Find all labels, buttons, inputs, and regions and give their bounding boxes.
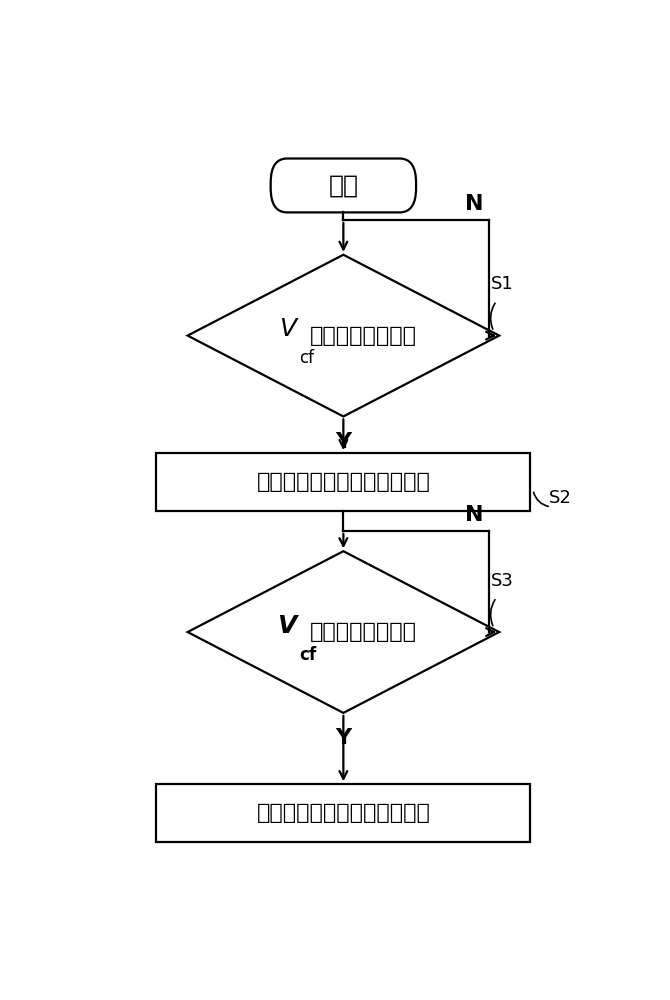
Text: S3: S3 (491, 572, 515, 590)
Polygon shape (188, 551, 499, 713)
Text: V: V (279, 317, 297, 341)
Text: V: V (277, 614, 297, 638)
Text: 开始: 开始 (328, 173, 358, 197)
FancyBboxPatch shape (271, 158, 416, 212)
Polygon shape (188, 255, 499, 416)
Text: 是否小于第一阈值: 是否小于第一阈值 (310, 326, 417, 346)
Text: 关闭固定变比的降压电路工作: 关闭固定变比的降压电路工作 (257, 803, 430, 823)
Text: cf: cf (299, 646, 316, 664)
Text: Y: Y (335, 432, 352, 452)
Text: N: N (465, 194, 484, 214)
Text: 是否大于第二阈值: 是否大于第二阈值 (310, 622, 417, 642)
Text: Y: Y (335, 728, 352, 748)
Text: 启动固定变比的降压电路工作: 启动固定变比的降压电路工作 (257, 472, 430, 492)
Text: S1: S1 (491, 275, 514, 293)
Bar (156, 784, 531, 842)
Bar (156, 453, 531, 511)
Text: S2: S2 (549, 489, 572, 507)
Text: cf: cf (299, 349, 314, 367)
Text: N: N (465, 505, 484, 525)
